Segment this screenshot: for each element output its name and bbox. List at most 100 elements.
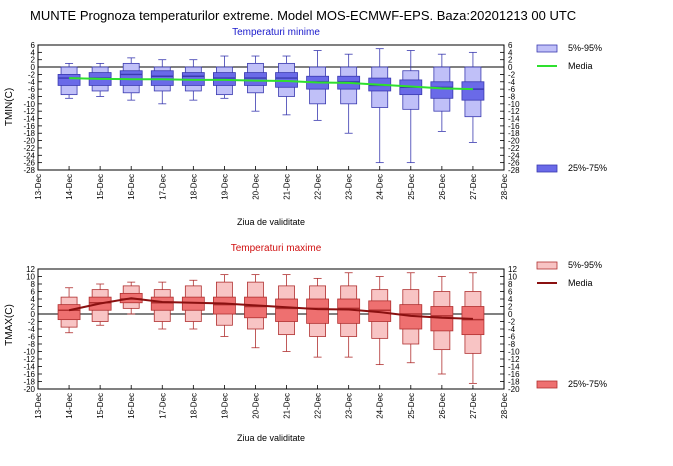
tmax-chart-title: Temperaturi maxime xyxy=(231,243,322,254)
tmin-y-tick-label-left: -2 xyxy=(28,70,36,79)
tmax-y-tick-label-right: 4 xyxy=(508,295,513,304)
tmax-x-tick-label: 26-Dec xyxy=(438,393,447,419)
tmax-y-tick-label-left: -20 xyxy=(23,385,35,394)
tmax-y-tick-label-left: -8 xyxy=(28,340,36,349)
tmax-legend-label-25-75: 25%-75% xyxy=(568,379,607,389)
tmin-x-tick-label: 14-Dec xyxy=(65,174,74,200)
tmin-y-tick-label-left: 4 xyxy=(31,48,36,57)
tmin-legend-swatch-5-95 xyxy=(536,44,558,53)
tmax-y-tick-label-right: 8 xyxy=(508,280,513,289)
tmin-mean-line xyxy=(69,77,473,91)
tmin-x-tick-label: 20-Dec xyxy=(251,174,260,200)
tmax-y-tick-label-left: -4 xyxy=(28,325,36,334)
tmin-y-tick-label-right: -6 xyxy=(508,85,516,94)
tmax-x-tick-label: 23-Dec xyxy=(345,393,354,419)
tmax-y-tick-label-left: -16 xyxy=(23,370,35,379)
tmin-legend-label-mean: Media xyxy=(568,61,593,71)
tmax-x-tick-label: 17-Dec xyxy=(158,393,167,419)
tmin-box-25-75 xyxy=(244,72,267,86)
tmin-chart-title: Temperaturi minime xyxy=(232,27,320,38)
tmin-y-tick-label-left: -18 xyxy=(23,129,35,138)
tmax-x-tick-label: 22-Dec xyxy=(314,393,323,419)
tmax-y-tick-label-right: -16 xyxy=(508,370,520,379)
tmin-panel: Temperaturi minime TMIN(C) Ziua de valid… xyxy=(4,27,607,227)
tmin-x-tick-label: 24-Dec xyxy=(376,174,385,200)
tmin-x-tick-label: 25-Dec xyxy=(407,174,416,200)
tmax-x-tick-label: 20-Dec xyxy=(251,393,260,419)
tmin-box-25-75 xyxy=(57,74,81,86)
tmax-legend-swatch-5-95 xyxy=(536,261,558,270)
tmax-box-25-75 xyxy=(337,298,361,324)
tmax-legend-label-mean: Media xyxy=(568,278,593,288)
tmin-x-tick-label: 16-Dec xyxy=(127,174,136,200)
tmax-y-tick-label-left: 0 xyxy=(31,310,36,319)
tmin-x-axis-label: Ziua de validitate xyxy=(237,217,305,227)
tmin-y-tick-label-right: -26 xyxy=(508,159,520,168)
tmin-x-tick-label: 26-Dec xyxy=(438,174,447,200)
tmin-y-tick-label-left: -6 xyxy=(28,85,36,94)
tmax-x-tick-label: 16-Dec xyxy=(127,393,136,419)
tmax-x-tick-label: 25-Dec xyxy=(407,393,416,419)
tmax-panel: Temperaturi maxime TMAX(C) Ziua de valid… xyxy=(4,243,607,443)
tmax-y-tick-label-right: -18 xyxy=(508,378,520,387)
tmax-box-25-75 xyxy=(306,298,330,324)
tmax-x-tick-label: 18-Dec xyxy=(189,393,198,419)
tmin-axes: 6 64 42 20 0-2 -2-4 -4-6 -6-8 -8-10 -10-12 -12-14-… xyxy=(23,41,520,200)
tmin-y-tick-label-left: -20 xyxy=(23,137,35,146)
tmax-y-tick-label-left: -12 xyxy=(23,355,35,364)
tmax-y-tick-label-right: 12 xyxy=(508,265,517,274)
tmax-legend-label-5-95: 5%-95% xyxy=(568,260,602,270)
tmin-box-25-75 xyxy=(461,81,485,101)
tmin-x-tick-label: 17-Dec xyxy=(158,174,167,200)
tmax-y-tick-label-left: -14 xyxy=(23,363,35,372)
tmin-y-axis-label: TMIN(C) xyxy=(4,88,15,126)
tmin-x-tick-label: 15-Dec xyxy=(96,174,105,200)
tmax-y-axis-label: TMAX(C) xyxy=(4,304,15,346)
tmin-y-tick-label-right: -18 xyxy=(508,129,520,138)
tmin-y-tick-label-left: 6 xyxy=(31,41,36,50)
tmax-y-tick-label-right: -2 xyxy=(508,318,516,327)
tmax-x-axis-label: Ziua de validitate xyxy=(237,433,305,443)
tmax-y-tick-label-left: -10 xyxy=(23,348,35,357)
tmin-y-tick-label-right: 6 xyxy=(508,41,513,50)
tmax-y-tick-label-right: 6 xyxy=(508,288,513,297)
tmax-y-tick-label-left: 12 xyxy=(26,265,35,274)
tmin-y-tick-label-right: 4 xyxy=(508,48,513,57)
tmax-y-tick-label-right: -6 xyxy=(508,333,516,342)
tmax-legend-swatch-25-75 xyxy=(536,380,558,389)
tmin-legend: 5%-95% Media 25%-75% xyxy=(536,43,607,173)
tmin-y-tick-label-left: 0 xyxy=(31,63,36,72)
tmax-y-tick-label-right: -10 xyxy=(508,348,520,357)
tmin-y-tick-label-left: -24 xyxy=(23,151,35,160)
tmax-legend: 5%-95% Media 25%-75% xyxy=(536,260,607,389)
tmin-x-tick-label: 21-Dec xyxy=(283,174,292,200)
tmin-x-tick-label: 18-Dec xyxy=(189,174,198,200)
tmax-x-tick-label: 13-Dec xyxy=(34,393,43,419)
tmax-y-tick-label-left: -6 xyxy=(28,333,36,342)
tmin-y-tick-label-left: -28 xyxy=(23,166,35,175)
tmax-box-25-75 xyxy=(244,296,267,319)
tmin-legend-label-5-95: 5%-95% xyxy=(568,43,602,53)
tmax-y-tick-label-left: -18 xyxy=(23,378,35,387)
tmax-y-tick-label-left: -2 xyxy=(28,318,36,327)
tmin-y-tick-label-right: -16 xyxy=(508,122,520,131)
tmax-box-25-75 xyxy=(275,298,298,322)
tmax-y-tick-label-left: 8 xyxy=(31,280,36,289)
tmax-x-tick-label: 27-Dec xyxy=(469,393,478,419)
tmin-y-tick-label-left: -16 xyxy=(23,122,35,131)
tmax-y-tick-label-left: 10 xyxy=(26,273,35,282)
tmax-x-tick-label: 19-Dec xyxy=(220,393,229,419)
tmax-y-tick-label-right: 10 xyxy=(508,273,517,282)
tmin-x-tick-label: 19-Dec xyxy=(220,174,229,200)
tmin-y-tick-label-right: -10 xyxy=(508,100,520,109)
tmin-x-tick-label: 23-Dec xyxy=(345,174,354,200)
tmax-mean-line xyxy=(68,297,473,320)
tmin-y-tick-label-right: -28 xyxy=(508,166,520,175)
tmax-y-tick-label-right: 0 xyxy=(508,310,513,319)
tmin-legend-label-25-75: 25%-75% xyxy=(568,163,607,173)
tmin-y-tick-label-right: -24 xyxy=(508,151,520,160)
tmin-y-tick-label-left: -8 xyxy=(28,92,36,101)
tmax-x-tick-label: 14-Dec xyxy=(65,393,74,419)
